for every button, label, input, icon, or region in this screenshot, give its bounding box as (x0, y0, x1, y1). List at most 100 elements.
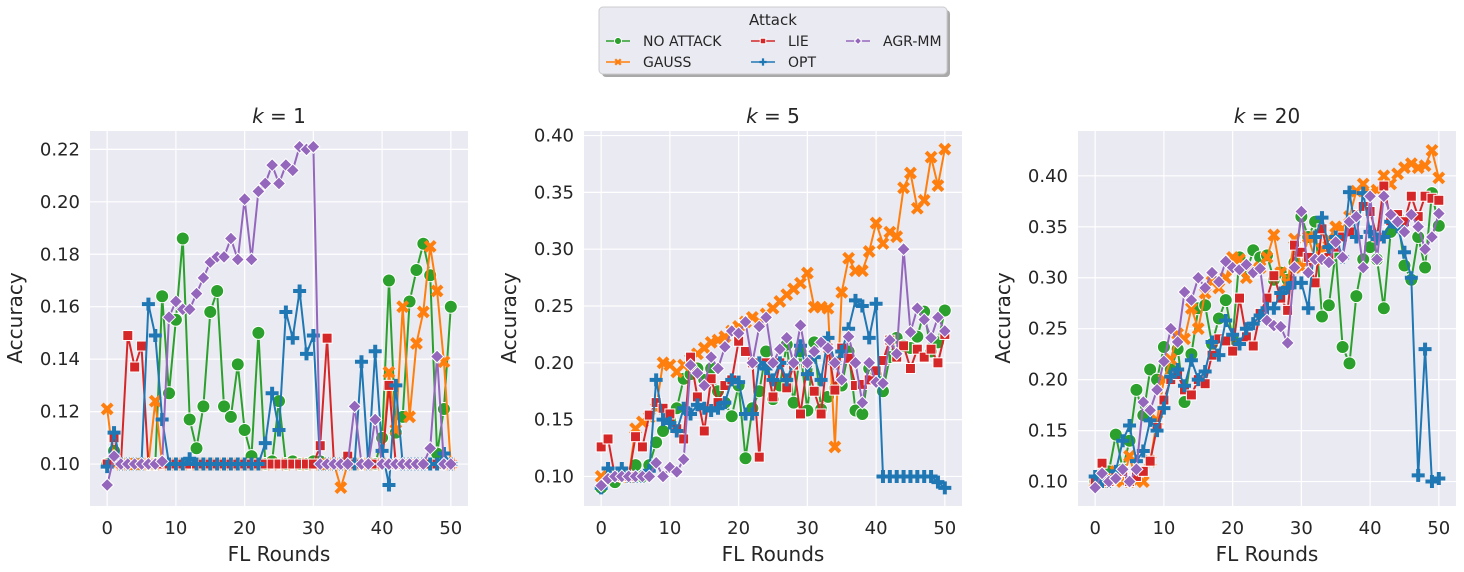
agrmm-point (106, 448, 122, 464)
agrmm-point (690, 365, 705, 381)
lie-point (1144, 455, 1156, 467)
agrmm-point (1252, 261, 1268, 276)
panel-k20-series (1087, 143, 1447, 495)
opt-point (1370, 232, 1384, 246)
lie-point (1282, 304, 1294, 316)
no_attack-point (155, 289, 170, 304)
lie-point (932, 357, 944, 369)
no_attack-point (230, 357, 245, 372)
agrmm-point (1383, 207, 1398, 222)
lie-point (650, 397, 662, 409)
opt-point (183, 452, 197, 466)
no_attack-point (1335, 340, 1350, 355)
agrmm-point (1321, 255, 1337, 270)
no_attack-point (1129, 382, 1144, 397)
agrmm-point (1087, 480, 1103, 495)
opt-point (1274, 286, 1288, 300)
opt-point (265, 386, 279, 400)
agrmm-point (1335, 250, 1350, 265)
opt-point (272, 423, 286, 437)
opt-point (1123, 418, 1137, 432)
panel-k20-xticks: 0 10 20 30 40 50 (1089, 518, 1450, 539)
no_attack-point (182, 412, 197, 427)
opt-point (848, 293, 862, 307)
agrmm-point (779, 330, 794, 346)
opt-point (869, 297, 883, 311)
agrmm-point (1397, 224, 1412, 240)
agrmm-point (1362, 189, 1378, 204)
panel-k1-yticks: 0.10 0.12 0.14 0.16 0.18 0.20 0.22 (40, 139, 80, 475)
no_attack-point (1418, 260, 1433, 275)
no_attack-point (656, 424, 671, 438)
legend-agrmm-label: AGR-MM (883, 34, 942, 50)
agrmm-point (271, 176, 287, 191)
opt-point (286, 331, 300, 345)
series-agrmm (99, 139, 459, 493)
opt-point (251, 457, 265, 471)
gauss-point (1184, 301, 1198, 315)
no_attack-point (443, 299, 458, 314)
panel-k1-title-value: = 1 (270, 104, 306, 128)
no_attack-point (175, 231, 190, 246)
y-tick-label: 0.35 (1028, 217, 1068, 238)
opt-point (1342, 185, 1356, 199)
opt-point (1432, 471, 1446, 485)
opt-point (924, 469, 938, 483)
agrmm-point (703, 349, 719, 365)
agrmm-point (264, 157, 280, 173)
agrmm-point (1280, 335, 1295, 351)
gauss-point (855, 264, 869, 278)
no_attack-point (409, 262, 424, 277)
gauss-point (835, 285, 849, 299)
agrmm-point (916, 312, 932, 327)
agrmm-point (99, 477, 115, 493)
y-tick-label: 0.20 (534, 353, 574, 374)
agrmm-point (196, 270, 211, 286)
opt-point (1226, 328, 1240, 342)
agrmm-point (1170, 334, 1185, 350)
lie-point (678, 433, 690, 445)
opt-point (1239, 322, 1253, 336)
agrmm-point (793, 318, 808, 333)
no_attack-point (649, 435, 664, 450)
agrmm-point (154, 454, 170, 469)
opt-point (1150, 424, 1164, 438)
lie-point (829, 384, 841, 396)
panel-k1-xlabel: FL Rounds (228, 542, 331, 566)
agrmm-point (683, 357, 698, 373)
agrmm-point (1129, 462, 1144, 477)
lie-point (815, 408, 827, 420)
gauss-point (423, 239, 437, 253)
opt-point (732, 375, 746, 389)
panel-k5-title-value: = 5 (764, 104, 800, 128)
agrmm-point (1136, 394, 1151, 410)
lie-point (122, 330, 134, 342)
agrmm-point (786, 355, 801, 371)
lie-point (321, 332, 333, 344)
gauss-point (862, 245, 876, 258)
opt-point (1233, 337, 1247, 351)
agrmm-point (930, 310, 946, 325)
opt-point (855, 299, 869, 313)
agrmm-point (1204, 265, 1220, 280)
opt-point (354, 355, 368, 369)
no_attack-point (210, 283, 225, 298)
lie-point (898, 340, 910, 352)
no_attack-point (203, 304, 218, 319)
x-tick-label: 20 (1221, 518, 1244, 539)
gauss-point (897, 181, 910, 195)
opt-point (107, 426, 121, 440)
opt-point (718, 396, 732, 410)
opt-point (368, 344, 382, 358)
agrmm-point (1156, 354, 1172, 369)
y-tick-label: 0.20 (40, 192, 80, 213)
agrmm-point (642, 469, 657, 484)
no_attack-point (196, 399, 211, 414)
gauss-point (410, 336, 423, 350)
y-tick-label: 0.10 (1028, 472, 1068, 493)
agrmm-point (820, 340, 836, 356)
no_attack-point (272, 394, 286, 409)
panel-k20-ylabel: Accuracy (991, 272, 1015, 363)
opt-point (780, 373, 794, 387)
gauss-point (382, 365, 396, 379)
